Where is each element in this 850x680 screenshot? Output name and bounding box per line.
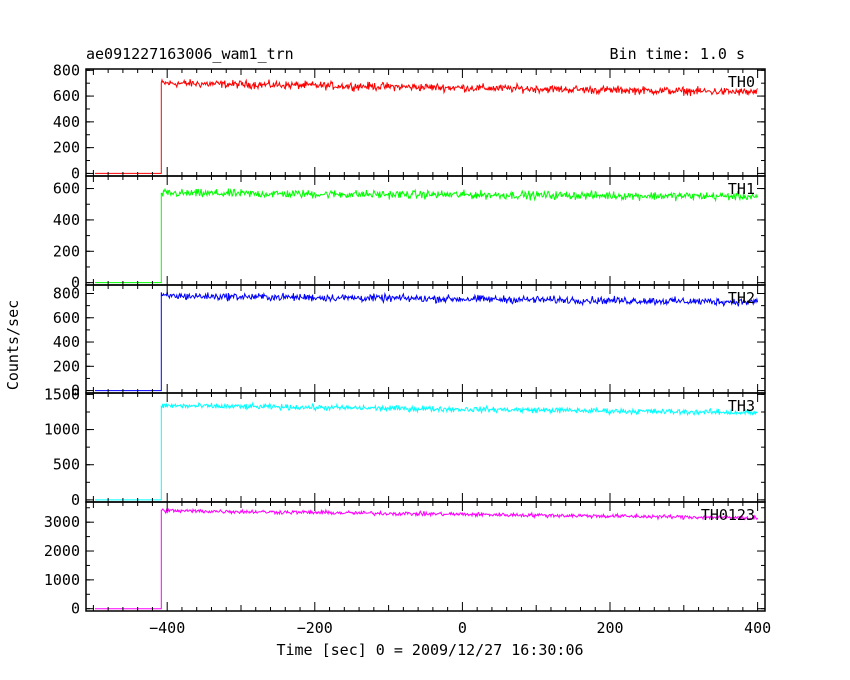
- y-tick-label: 2000: [44, 542, 80, 560]
- bin-time-label: Bin time: 1.0 s: [610, 45, 745, 63]
- chart-title: ae091227163006_wam1_trn: [86, 45, 294, 63]
- y-tick-label: 200: [53, 357, 80, 375]
- y-tick-label: 800: [53, 284, 80, 302]
- x-tick-label: 400: [744, 619, 771, 637]
- series-label-th0: TH0: [728, 73, 755, 91]
- y-axis-label: Counts/sec: [4, 300, 22, 390]
- panel-th0123: 0 1000 2000 3000 TH0123: [44, 501, 766, 618]
- y-tick-label: 3000: [44, 513, 80, 531]
- y-tick-label: 1500: [44, 385, 80, 403]
- y-tick-label: 200: [53, 139, 80, 157]
- panel-th1: 0 200 400 600 TH1: [53, 175, 766, 292]
- y-tick-label: 0: [71, 600, 80, 618]
- y-tick-label: 600: [53, 87, 80, 105]
- y-tick-label: 0: [71, 491, 80, 509]
- y-tick-label: 200: [53, 242, 80, 260]
- y-tick-label: 0: [71, 164, 80, 182]
- panel-th3: 0 500 1000 1500 TH3: [44, 385, 766, 509]
- y-tick-label: 400: [53, 211, 80, 229]
- series-line-th3: [94, 401, 758, 501]
- series-label-th3: TH3: [728, 397, 755, 415]
- series-label-th0123: TH0123: [701, 506, 755, 524]
- panel-th2: 0 200 400 600 800 TH2: [53, 284, 766, 400]
- x-tick-label: −400: [149, 619, 185, 637]
- panels-group: 0 200 400 600 800 TH0 0 200 400 600 TH1 0 200 400 600 8…: [44, 61, 771, 637]
- y-tick-label: 500: [53, 456, 80, 474]
- series-line-th0: [94, 78, 758, 174]
- y-tick-label: 400: [53, 333, 80, 351]
- panel-th0: 0 200 400 600 800 TH0: [53, 61, 766, 182]
- y-tick-label: 1000: [44, 571, 80, 589]
- series-line-th1: [94, 187, 759, 284]
- x-tick-label: −200: [297, 619, 333, 637]
- y-tick-label: 600: [53, 309, 80, 327]
- y-tick-label: 400: [53, 113, 80, 131]
- x-tick-label: 200: [596, 619, 623, 637]
- y-tick-label: 600: [53, 180, 80, 198]
- series-line-th0123: [94, 507, 759, 610]
- series-line-th2: [94, 291, 759, 392]
- x-tick-label: 0: [458, 619, 467, 637]
- panel-frame: [85, 501, 766, 612]
- y-tick-label: 800: [53, 61, 80, 79]
- y-tick-label: 1000: [44, 421, 80, 439]
- series-label-th2: TH2: [728, 289, 755, 307]
- series-label-th1: TH1: [728, 180, 755, 198]
- y-tick-label: 0: [71, 382, 80, 400]
- x-axis-label: Time [sec] 0 = 2009/12/27 16:30:06: [276, 641, 583, 659]
- y-tick-label: 0: [71, 274, 80, 292]
